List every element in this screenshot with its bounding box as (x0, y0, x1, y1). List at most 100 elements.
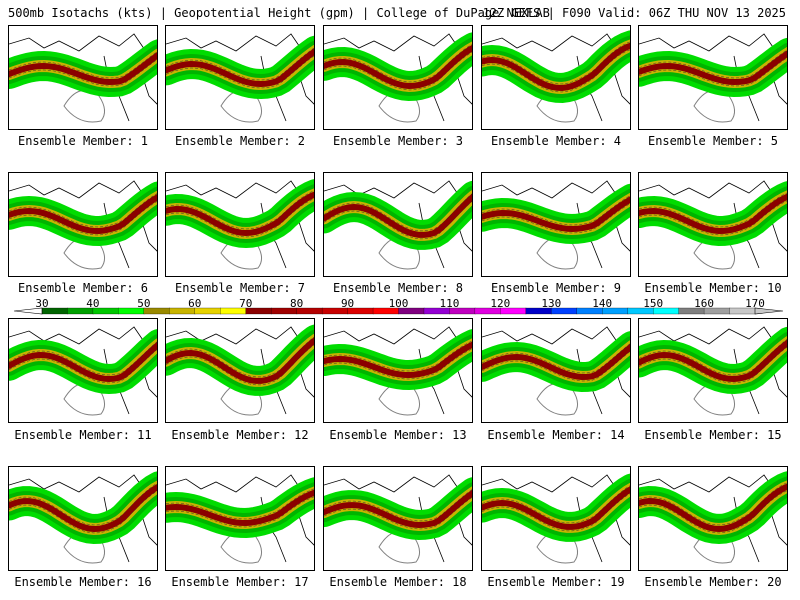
isotach-band-90-110 (324, 44, 472, 90)
wind-barbs (9, 341, 157, 384)
wind-barbs (9, 193, 157, 236)
isotach-band-90-110 (324, 341, 472, 379)
ensemble-member-map (8, 466, 158, 571)
isotach-colorbar (13, 307, 784, 315)
wind-barbs (166, 190, 314, 238)
wind-barbs (639, 482, 787, 534)
ensemble-member-label: Ensemble Member: 9 (490, 281, 622, 295)
wind-barbs (166, 47, 314, 89)
isotach-band-90-110 (639, 339, 787, 383)
isotach-band-90-110 (166, 489, 314, 527)
colorbar-tick-label: 70 (239, 297, 253, 310)
ensemble-member-label: Ensemble Member: 16 (14, 575, 152, 589)
valid-time-label: 12Z GEFS | F090 Valid: 06Z THU NOV 13 20… (482, 6, 786, 20)
ensemble-member-label: Ensemble Member: 7 (174, 281, 306, 295)
ensemble-member-label: Ensemble Member: 15 (644, 428, 782, 442)
ensemble-member-map (323, 25, 473, 130)
isotach-band-90-110 (9, 52, 157, 86)
wind-barbs (324, 340, 472, 380)
map-header: 500mb Isotachs (kts) | Geopotential Heig… (0, 0, 800, 22)
ensemble-member-label: Ensemble Member: 14 (487, 428, 625, 442)
ensemble-member-map (638, 172, 788, 277)
wind-barbs (482, 485, 630, 532)
ensemble-member-label: Ensemble Member: 18 (329, 575, 467, 589)
isotach-band-90-110 (166, 48, 314, 88)
isotach-band-90-110 (166, 337, 314, 384)
colorbar-tick-label: 170 (745, 297, 765, 310)
colorbar-tick-label: 140 (592, 297, 613, 310)
ensemble-member-map (481, 25, 631, 130)
ensemble-member-map (481, 466, 631, 571)
ensemble-member-map (638, 466, 788, 571)
colorbar-tick-label: 150 (643, 297, 664, 310)
ensemble-member-label: Ensemble Member: 2 (174, 134, 306, 148)
wind-barbs (482, 195, 630, 234)
ensemble-member-label: Ensemble Member: 13 (329, 428, 467, 442)
ensemble-member-map (165, 318, 315, 423)
isotach-band-90-110 (639, 193, 787, 235)
ensemble-member-map (165, 172, 315, 277)
ensemble-member-label: Ensemble Member: 20 (644, 575, 782, 589)
ensemble-member-map (323, 318, 473, 423)
wind-barbs (482, 343, 630, 382)
isotach-band-90-110 (639, 483, 787, 533)
ensemble-member-label: Ensemble Member: 1 (17, 134, 149, 148)
colorbar-tick-label: 100 (388, 297, 409, 310)
ensemble-member-label: Ensemble Member: 19 (487, 575, 625, 589)
wind-barbs (324, 44, 472, 91)
wind-barbs (166, 336, 314, 386)
product-title: 500mb Isotachs (kts) | Geopotential Heig… (8, 6, 550, 20)
ensemble-member-label: Ensemble Member: 12 (171, 428, 309, 442)
isotach-band-90-110 (166, 191, 314, 237)
ensemble-member-map (323, 466, 473, 571)
isotach-band-90-110 (482, 42, 630, 92)
wind-barbs (639, 49, 787, 87)
ensemble-member-map (481, 172, 631, 277)
ensemble-member-map (165, 466, 315, 571)
isotach-band-90-110 (482, 343, 630, 381)
ensemble-member-label: Ensemble Member: 4 (490, 134, 622, 148)
isotach-band-90-110 (9, 341, 157, 383)
ensemble-member-label: Ensemble Member: 11 (14, 428, 152, 442)
colorbar-tick-label: 110 (439, 297, 460, 310)
ensemble-member-map (481, 318, 631, 423)
colorbar-tick-label: 50 (137, 297, 151, 310)
ensemble-member-map (8, 25, 158, 130)
ensemble-member-map (8, 172, 158, 277)
ensemble-member-label: Ensemble Member: 5 (647, 134, 779, 148)
wind-barbs (166, 488, 314, 528)
ensemble-member-map (638, 25, 788, 130)
wind-barbs (639, 339, 787, 384)
colorbar-tick-label: 160 (694, 297, 714, 310)
ensemble-member-label: Ensemble Member: 3 (332, 134, 464, 148)
wind-barbs (482, 41, 630, 93)
wind-barbs (324, 193, 472, 240)
ensemble-member-label: Ensemble Member: 6 (17, 281, 149, 295)
colorbar-tick-label: 40 (86, 297, 100, 310)
isotach-band-90-110 (324, 489, 472, 529)
ensemble-member-map (638, 318, 788, 423)
ensemble-member-map (323, 172, 473, 277)
ensemble-member-map (165, 25, 315, 130)
isotach-band-90-110 (639, 50, 787, 86)
colorbar-tick-label: 130 (541, 297, 562, 310)
isotach-band-90-110 (324, 193, 472, 238)
colorbar-tick-label: 30 (35, 297, 49, 310)
wind-barbs (9, 51, 157, 87)
isotach-band-90-110 (9, 483, 157, 533)
ensemble-member-map (8, 318, 158, 423)
wind-barbs (9, 483, 157, 534)
ensemble-member-label: Ensemble Member: 17 (171, 575, 309, 589)
colorbar-tick-label: 60 (188, 297, 202, 310)
isotach-band-90-110 (482, 196, 630, 233)
colorbar-max-arrow (754, 307, 784, 315)
colorbar-tick-label: 90 (340, 297, 355, 310)
colorbar-tick-label: 120 (490, 297, 511, 310)
colorbar-min-arrow (13, 307, 43, 315)
colorbar-tick-label: 80 (290, 297, 304, 310)
wind-barbs (324, 489, 472, 530)
ensemble-member-label: Ensemble Member: 10 (644, 281, 782, 295)
ensemble-member-label: Ensemble Member: 8 (332, 281, 464, 295)
isotach-band-90-110 (9, 194, 157, 235)
wind-barbs (639, 192, 787, 236)
